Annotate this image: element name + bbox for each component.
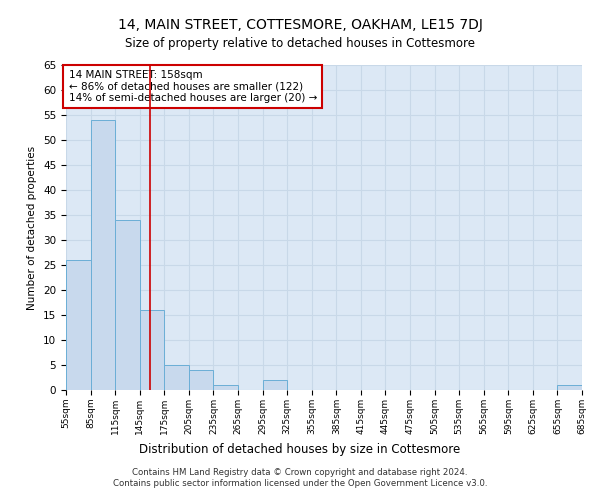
Text: 14 MAIN STREET: 158sqm
← 86% of detached houses are smaller (122)
14% of semi-de: 14 MAIN STREET: 158sqm ← 86% of detached… <box>68 70 317 103</box>
Bar <box>164 365 189 390</box>
Bar <box>66 260 91 390</box>
Text: Distribution of detached houses by size in Cottesmore: Distribution of detached houses by size … <box>139 442 461 456</box>
Y-axis label: Number of detached properties: Number of detached properties <box>28 146 37 310</box>
Text: 14, MAIN STREET, COTTESMORE, OAKHAM, LE15 7DJ: 14, MAIN STREET, COTTESMORE, OAKHAM, LE1… <box>118 18 482 32</box>
Bar <box>263 380 287 390</box>
Bar <box>115 220 140 390</box>
Bar <box>140 310 164 390</box>
Bar <box>91 120 115 390</box>
Bar <box>189 370 214 390</box>
Text: Contains HM Land Registry data © Crown copyright and database right 2024.
Contai: Contains HM Land Registry data © Crown c… <box>113 468 487 487</box>
Text: Size of property relative to detached houses in Cottesmore: Size of property relative to detached ho… <box>125 38 475 51</box>
Bar <box>214 385 238 390</box>
Bar <box>557 385 582 390</box>
